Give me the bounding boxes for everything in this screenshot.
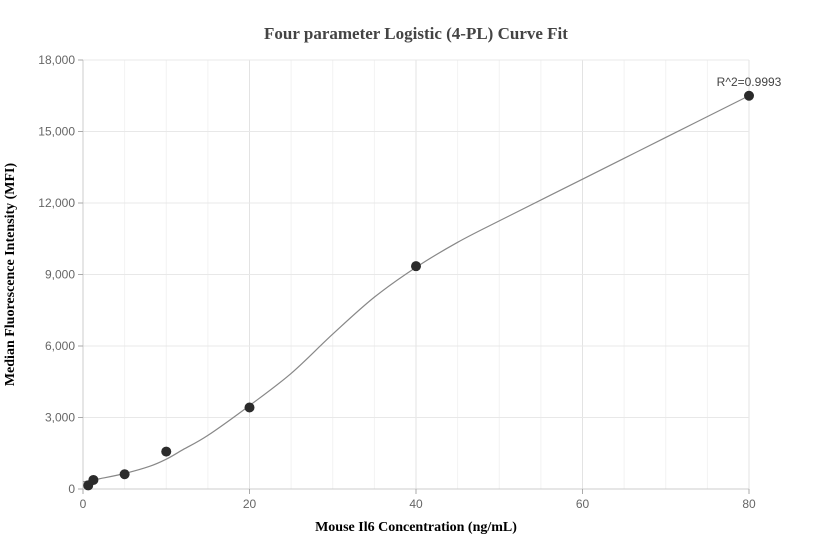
y-tick-label: 9,000 bbox=[45, 268, 75, 282]
data-point[interactable] bbox=[244, 402, 255, 413]
x-tick-label: 80 bbox=[742, 497, 756, 511]
y-axis-title: Median Fluorescence Intensity (MFI) bbox=[3, 163, 18, 387]
x-axis-title: Mouse Il6 Concentration (ng/mL) bbox=[315, 520, 517, 535]
chart-title: Four parameter Logistic (4-PL) Curve Fit bbox=[264, 24, 568, 43]
y-tick-label: 3,000 bbox=[45, 411, 75, 425]
x-tick-label: 60 bbox=[576, 497, 590, 511]
data-point[interactable] bbox=[161, 446, 172, 457]
y-tick-label: 0 bbox=[68, 482, 75, 496]
y-tick-label: 6,000 bbox=[45, 339, 75, 353]
x-tick-label: 40 bbox=[409, 497, 423, 511]
data-point[interactable] bbox=[88, 474, 99, 485]
axes: 0 3,000 6,000 9,000 12,000 15,000 18,000 0 20 40 6… bbox=[38, 53, 756, 511]
x-tick-label: 0 bbox=[80, 497, 87, 511]
fit-curve-layer bbox=[82, 95, 750, 483]
y-tick-label: 18,000 bbox=[38, 53, 75, 67]
data-point[interactable] bbox=[411, 261, 421, 272]
data-point[interactable] bbox=[119, 469, 130, 480]
y-tick-label: 15,000 bbox=[38, 125, 75, 139]
y-tick-label: 12,000 bbox=[38, 196, 75, 210]
r-squared-annotation: R^2=0.9993 bbox=[717, 75, 782, 89]
x-tick-label: 20 bbox=[243, 497, 257, 511]
data-points-layer bbox=[83, 90, 754, 491]
fit-curve bbox=[82, 95, 750, 483]
grid bbox=[82, 59, 750, 490]
data-point[interactable] bbox=[744, 90, 754, 101]
